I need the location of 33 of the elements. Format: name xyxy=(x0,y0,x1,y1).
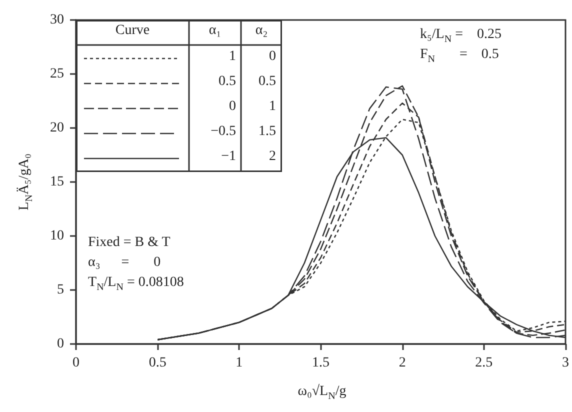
y-tick-label: 20 xyxy=(50,120,64,136)
annotation: 1 xyxy=(268,99,276,115)
x-tick-label: 1.5 xyxy=(312,356,330,370)
x-tick-label: 2.5 xyxy=(475,356,493,370)
x-tick-label: 0 xyxy=(72,356,80,370)
annotation: α₃ = 0 xyxy=(88,255,161,271)
annotation: 1.5 xyxy=(258,124,276,140)
x-tick-label: 1 xyxy=(236,356,243,370)
x-tick-label: 2 xyxy=(398,356,406,370)
annotation: 0 xyxy=(268,49,276,65)
annotation: α₂ xyxy=(254,23,269,39)
y-tick-label: 10 xyxy=(50,228,64,244)
annotation: 0.5 xyxy=(218,74,236,90)
x-tick-label: 0.5 xyxy=(148,356,166,370)
y-tick-label: 15 xyxy=(50,174,64,190)
text: F$_{N}$ = 0.5 xyxy=(420,47,499,65)
y-tick-label: 0 xyxy=(57,336,64,352)
annotation: α₁ xyxy=(208,23,222,39)
annotation: 0.5 xyxy=(258,74,276,90)
annotation: 0 xyxy=(228,99,236,115)
annotation: Fixed = B & T xyxy=(88,235,170,251)
annotation: T$_{N}$/L$_{N}$ = 0.08108 xyxy=(88,275,184,293)
y-tick-label: 25 xyxy=(50,66,64,82)
y-tick-label: 5 xyxy=(57,282,64,298)
annotation: Curve xyxy=(114,23,151,39)
annotation: −0.5 xyxy=(210,124,236,140)
x-tick-label: 3 xyxy=(562,356,569,370)
annotation: 2 xyxy=(268,149,276,165)
x-axis-title: ω₀√L$_{N}$/g xyxy=(296,384,348,402)
annotation: −1 xyxy=(220,149,236,165)
y-tick-label: 30 xyxy=(50,12,64,28)
annotation: k₅/L$_{N}$ = 0.25 xyxy=(420,27,502,45)
annotation: 1 xyxy=(228,49,236,65)
